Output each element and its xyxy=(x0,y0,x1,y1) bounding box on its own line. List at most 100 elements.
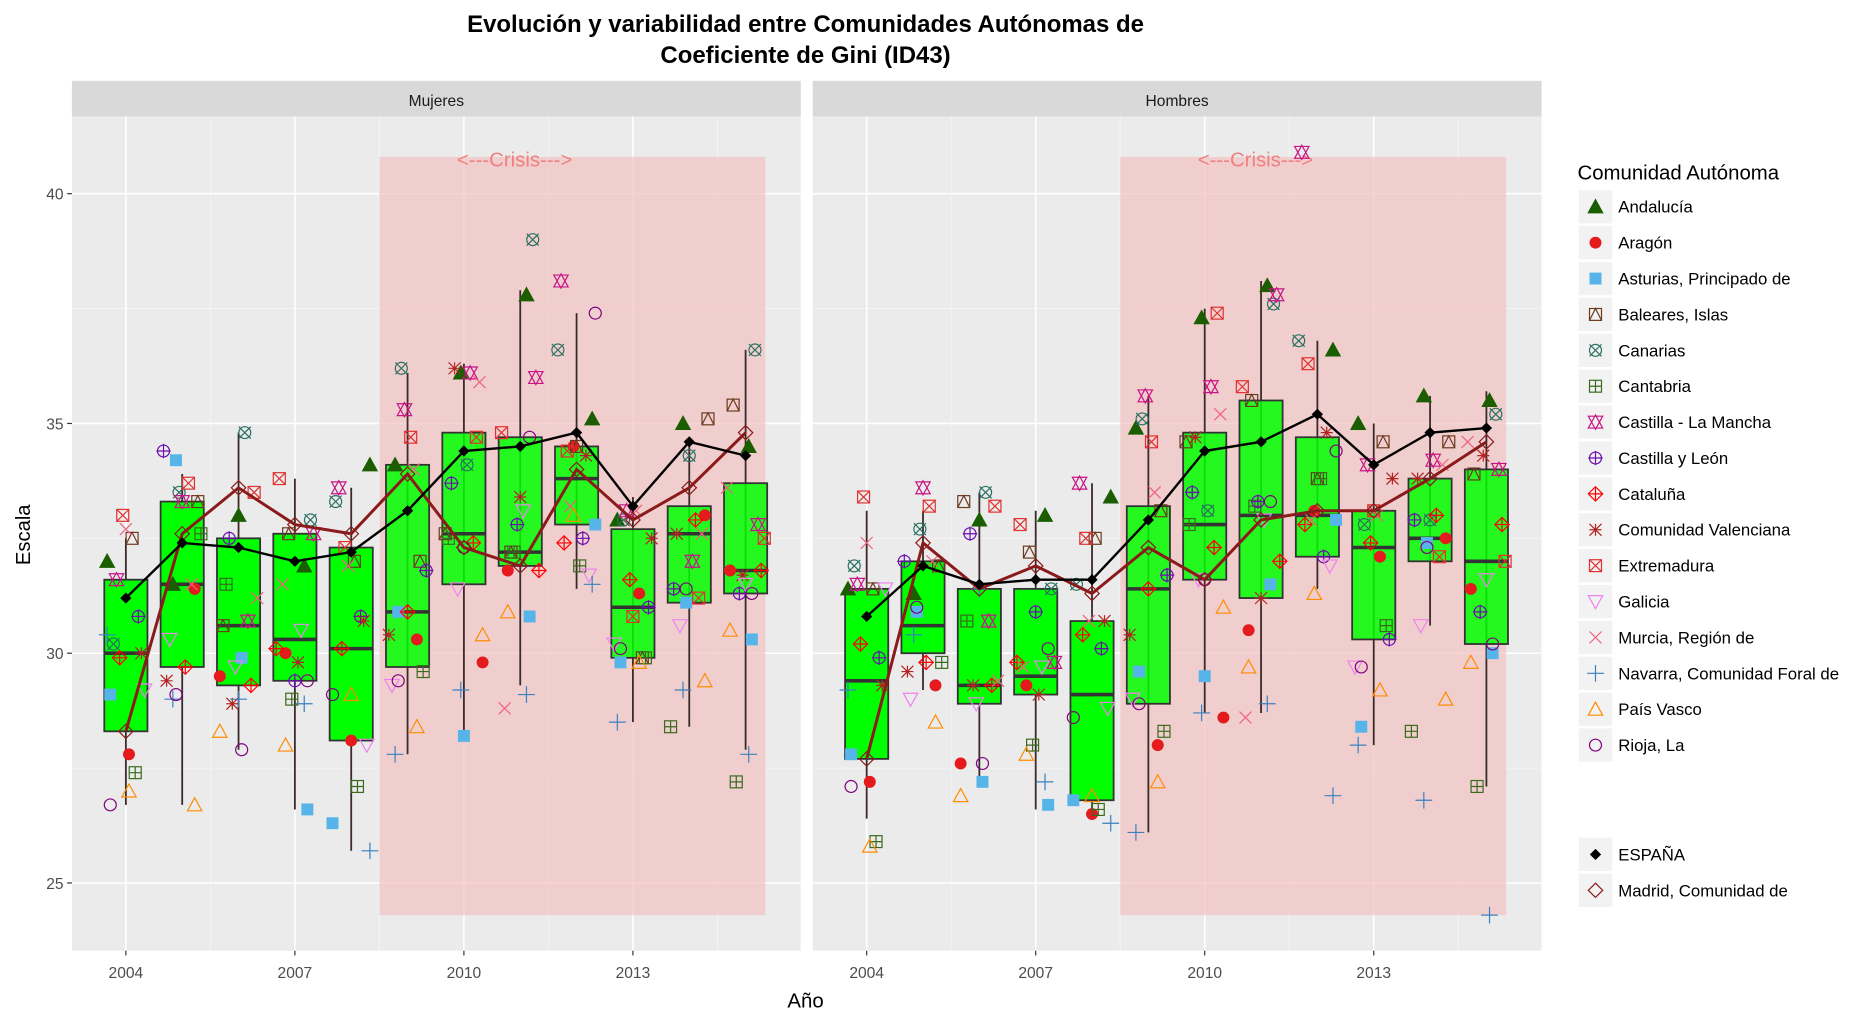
point-navarra xyxy=(1324,787,1342,804)
point-asturias xyxy=(1198,670,1211,683)
madrid-point xyxy=(512,557,529,574)
panel-strip xyxy=(812,80,1542,117)
point-comunidad xyxy=(357,614,371,628)
point-país xyxy=(1240,658,1257,674)
point-galicia xyxy=(358,738,376,754)
point-rioja xyxy=(1198,573,1212,587)
point-extremadura xyxy=(626,609,640,623)
point-castilla xyxy=(897,554,912,569)
point-país xyxy=(696,672,714,688)
x-tick-label: 2004 xyxy=(109,965,144,982)
panel-strip-label: Mujeres xyxy=(409,93,465,110)
point-andalucía xyxy=(361,456,379,472)
espana-point xyxy=(1030,574,1042,586)
point-baleares xyxy=(1442,434,1456,449)
point-cataluña xyxy=(621,571,638,588)
x-tick-label: 2004 xyxy=(849,965,884,982)
legend-label: Aragón xyxy=(1618,234,1672,253)
point-cataluña xyxy=(399,603,416,620)
point-andalucía xyxy=(386,456,404,472)
point-murcia xyxy=(407,463,421,476)
point-andalucía xyxy=(1415,387,1433,403)
espana-point xyxy=(401,505,414,517)
box-2015 xyxy=(1463,391,1509,787)
legend-label: Castilla - La Mancha xyxy=(1618,413,1771,432)
point-navarra xyxy=(740,745,758,763)
madrid-point xyxy=(568,461,585,478)
point-galicia xyxy=(1346,660,1364,676)
point-cantabria xyxy=(1313,472,1328,486)
legend-item: Galicia xyxy=(1578,584,1670,619)
legend-key xyxy=(1578,728,1613,762)
espana-point xyxy=(973,578,985,590)
point-canarias xyxy=(460,458,474,472)
point-rioja xyxy=(1486,637,1500,651)
point-cataluña xyxy=(1428,507,1445,524)
point-baleares xyxy=(438,526,452,541)
legend-symbol xyxy=(1587,413,1604,431)
point-comunidad xyxy=(291,656,305,669)
point-castilla xyxy=(239,612,257,630)
point-aragón xyxy=(1464,582,1477,595)
point-galicia xyxy=(1321,559,1339,575)
legend-item: Baleares, Islas xyxy=(1578,297,1728,332)
legend-item: Cataluña xyxy=(1578,477,1686,511)
point-cantabria xyxy=(1470,779,1484,794)
point-andalucía xyxy=(583,410,601,426)
legend-label: Canarias xyxy=(1618,341,1685,360)
point-comunidad xyxy=(1386,472,1399,485)
point-país xyxy=(1437,690,1454,706)
point-rioja xyxy=(235,743,249,757)
point-comunidad xyxy=(966,679,980,692)
legend-symbol xyxy=(1587,700,1604,716)
point-canarias xyxy=(1044,582,1058,596)
point-navarra xyxy=(230,690,247,708)
point-asturias xyxy=(1042,798,1055,811)
point-asturias xyxy=(523,610,536,623)
point-cantabria xyxy=(869,835,883,849)
point-castilla xyxy=(330,479,347,497)
point-baleares xyxy=(957,494,971,509)
point-navarra xyxy=(674,681,692,699)
legend-item: Cantabria xyxy=(1578,369,1692,403)
point-cataluña xyxy=(1206,539,1223,556)
point-asturias xyxy=(457,729,470,742)
box-body xyxy=(610,528,656,659)
legend-label: Galicia xyxy=(1618,593,1670,612)
point-país xyxy=(565,506,582,522)
point-país xyxy=(952,787,969,803)
point-galicia xyxy=(449,582,466,598)
point-extremadura xyxy=(1210,306,1224,320)
point-castilla xyxy=(849,575,866,593)
point-aragón xyxy=(863,775,876,788)
point-murcia xyxy=(1016,660,1030,674)
legend-label: Madrid, Comunidad de xyxy=(1618,881,1788,900)
madrid-point xyxy=(624,511,641,528)
point-castilla xyxy=(444,476,459,491)
point-comunidad xyxy=(579,449,593,462)
point-país xyxy=(927,713,944,729)
point-galicia xyxy=(606,637,623,653)
legend-symbol xyxy=(1589,848,1602,861)
point-asturias xyxy=(1420,536,1433,549)
point-país xyxy=(343,686,360,702)
point-cataluña xyxy=(242,677,260,694)
point-galicia xyxy=(1412,619,1429,635)
legend-symbol xyxy=(1588,450,1603,466)
point-castilla xyxy=(684,552,701,570)
point-cataluña xyxy=(177,659,194,675)
point-comunidad xyxy=(670,527,684,541)
legend-item: Castilla y León xyxy=(1578,441,1728,475)
point-navarra xyxy=(905,626,923,644)
point-andalucía xyxy=(296,557,313,573)
madrid-point xyxy=(230,479,247,496)
legend-label: Extremadura xyxy=(1618,557,1715,576)
point-país xyxy=(1462,654,1480,669)
point-comunidad xyxy=(160,674,174,688)
point-asturias xyxy=(1330,514,1343,526)
point-país xyxy=(277,736,294,752)
point-murcia xyxy=(250,591,264,605)
point-asturias xyxy=(910,605,923,618)
point-navarra xyxy=(583,575,601,593)
point-extremadura xyxy=(1079,531,1093,545)
